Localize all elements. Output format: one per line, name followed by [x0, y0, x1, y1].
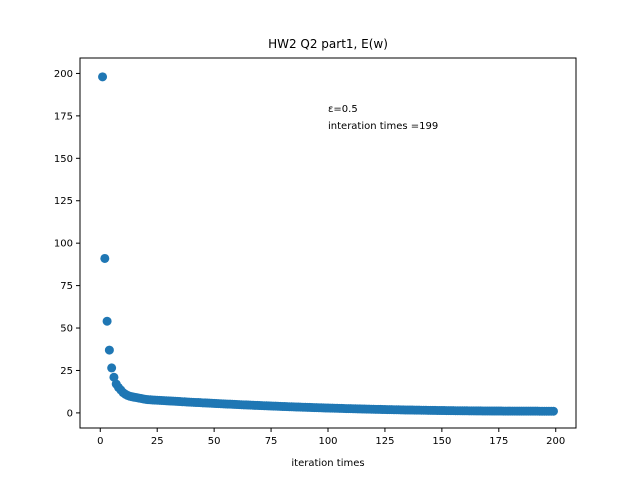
data-point	[109, 372, 119, 382]
y-tick-label: 100	[54, 239, 73, 250]
x-tick-label: 175	[489, 436, 508, 447]
data-points	[98, 72, 558, 416]
y-axis-ticks: 0 25 50 75 100 125 150 175 200	[54, 69, 80, 419]
x-tick-label: 0	[97, 436, 103, 447]
iteration-count-annotation: interation times =199	[328, 121, 438, 132]
epsilon-annotation: ε=0.5	[328, 104, 358, 115]
y-tick-label: 0	[67, 408, 73, 419]
y-tick-label: 75	[60, 281, 73, 292]
x-tick-label: 125	[375, 436, 394, 447]
data-point	[107, 363, 117, 373]
y-tick-label: 150	[54, 154, 73, 165]
chart-title: HW2 Q2 part1, E(w)	[268, 37, 388, 51]
data-point	[100, 253, 110, 263]
data-point	[548, 406, 558, 416]
x-tick-label: 150	[432, 436, 451, 447]
y-tick-label: 200	[54, 69, 73, 80]
x-axis-label: iteration times	[291, 458, 364, 469]
x-tick-label: 100	[318, 436, 337, 447]
y-tick-label: 25	[60, 366, 73, 377]
y-tick-label: 175	[54, 111, 73, 122]
data-point	[102, 316, 112, 326]
x-axis-ticks: 0 25 50 75 100 125 150 175 200	[97, 428, 565, 447]
data-point	[104, 345, 114, 355]
x-tick-label: 50	[208, 436, 221, 447]
x-tick-label: 25	[151, 436, 164, 447]
plot-area	[79, 57, 577, 429]
x-tick-label: 200	[546, 436, 565, 447]
y-tick-label: 125	[54, 196, 73, 207]
data-point	[98, 72, 108, 82]
y-tick-label: 50	[60, 324, 73, 335]
x-tick-label: 75	[265, 436, 278, 447]
